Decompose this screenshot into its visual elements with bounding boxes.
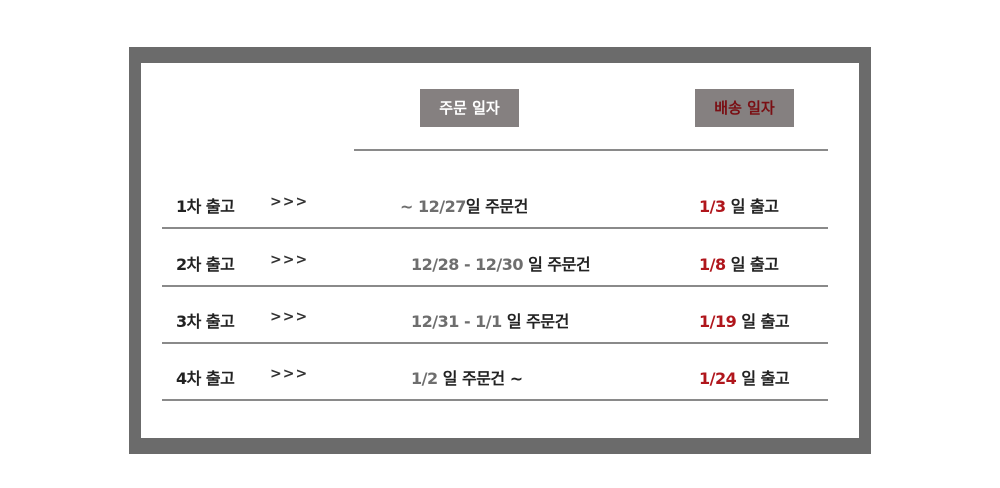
ship-date: 1/8 — [699, 255, 726, 274]
order-suffix: 일 주문건 — [528, 255, 591, 274]
arrows-indicator: >>> — [270, 309, 309, 325]
row-divider — [162, 227, 828, 229]
order-suffix: 일 주문건 — [465, 197, 528, 216]
shipment-label: 1차 출고 — [176, 197, 235, 216]
row-divider — [162, 399, 828, 401]
ship-date: 1/3 — [699, 197, 726, 216]
order-date-header: 주문 일자 — [420, 89, 519, 127]
order-range: ~ 12/27 — [400, 197, 466, 216]
order-range: 1/2 — [411, 369, 438, 388]
shipment-label: 4차 출고 — [176, 369, 235, 388]
ship-info: 1/8 일 출고 — [699, 251, 779, 275]
shipment-row-3: 3차 출고 >>> 12/31 - 1/1 일 주문건 1/19 일 출고 — [162, 288, 828, 344]
shipment-row-1: 1차 출고 >>> ~ 12/27일 주문건 1/3 일 출고 — [162, 173, 828, 229]
schedule-panel: 주문 일자 배송 일자 1차 출고 >>> ~ 12/27일 주문건 1/3 일… — [141, 63, 859, 438]
order-suffix: 일 주문건 ~ — [442, 369, 523, 388]
ship-suffix: 일 출고 — [730, 255, 779, 274]
ship-date-header: 배송 일자 — [695, 89, 794, 127]
order-range: 12/28 - 12/30 — [411, 255, 524, 274]
row-divider — [162, 285, 828, 287]
shipment-row-2: 2차 출고 >>> 12/28 - 12/30 일 주문건 1/8 일 출고 — [162, 231, 828, 287]
ship-date: 1/24 — [699, 369, 737, 388]
order-period: ~ 12/27일 주문건 — [400, 193, 528, 217]
ship-suffix: 일 출고 — [730, 197, 779, 216]
shipment-row-4: 4차 출고 >>> 1/2 일 주문건 ~ 1/24 일 출고 — [162, 345, 828, 401]
shipment-label: 3차 출고 — [176, 312, 235, 331]
ship-info: 1/19 일 출고 — [699, 308, 790, 332]
row-divider — [162, 342, 828, 344]
schedule-frame: 주문 일자 배송 일자 1차 출고 >>> ~ 12/27일 주문건 1/3 일… — [129, 47, 871, 454]
order-range: 12/31 - 1/1 — [411, 312, 502, 331]
arrows-indicator: >>> — [270, 366, 309, 382]
ship-suffix: 일 출고 — [741, 369, 790, 388]
ship-info: 1/3 일 출고 — [699, 193, 779, 217]
ship-date: 1/19 — [699, 312, 737, 331]
arrows-indicator: >>> — [270, 194, 309, 210]
order-suffix: 일 주문건 — [506, 312, 569, 331]
arrows-indicator: >>> — [270, 252, 309, 268]
shipment-label: 2차 출고 — [176, 255, 235, 274]
order-period: 1/2 일 주문건 ~ — [411, 365, 523, 389]
order-period: 12/31 - 1/1 일 주문건 — [411, 308, 569, 332]
order-period: 12/28 - 12/30 일 주문건 — [411, 251, 591, 275]
ship-suffix: 일 출고 — [741, 312, 790, 331]
ship-info: 1/24 일 출고 — [699, 365, 790, 389]
header-divider — [354, 149, 828, 151]
